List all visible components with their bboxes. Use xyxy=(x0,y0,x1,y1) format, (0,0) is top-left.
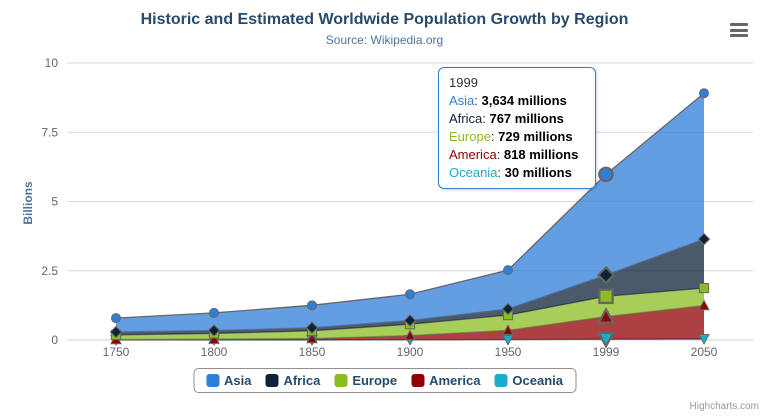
marker-europe-2050[interactable] xyxy=(698,282,710,294)
marker-asia-1950[interactable] xyxy=(503,265,513,276)
marker-asia-2050[interactable] xyxy=(699,88,709,99)
marker-america-1800[interactable] xyxy=(208,333,220,344)
tooltip-row-africa: Africa: 767 millions xyxy=(449,111,564,126)
marker-america-1900[interactable] xyxy=(404,329,416,341)
marker-oceania-2050[interactable] xyxy=(698,333,710,345)
marker-europe-1999[interactable] xyxy=(598,288,614,305)
yaxis-label: 2.5 xyxy=(41,264,58,278)
xaxis-label: 1999 xyxy=(593,345,620,359)
legend-item-europe[interactable]: Europe xyxy=(334,373,397,388)
xaxis-label: 1850 xyxy=(299,345,326,359)
area-america[interactable] xyxy=(116,305,704,340)
legend-swatch-icon xyxy=(205,374,219,387)
marker-america-2050[interactable] xyxy=(698,299,710,311)
marker-africa-1900[interactable] xyxy=(403,314,417,327)
chart-context-menu-icon[interactable] xyxy=(728,21,750,39)
marker-asia-1900[interactable] xyxy=(405,289,415,300)
area-asia[interactable] xyxy=(116,93,704,332)
marker-africa-1999[interactable] xyxy=(596,265,616,285)
legend-swatch-icon xyxy=(334,374,348,387)
marker-asia-1750[interactable] xyxy=(111,313,121,324)
chart-subtitle: Source: Wikipedia.org xyxy=(325,33,444,47)
legend-swatch-icon xyxy=(411,374,425,387)
xaxis-label: 1750 xyxy=(103,345,130,359)
legend-label: Africa xyxy=(283,373,321,388)
legend-label: Asia xyxy=(223,373,252,388)
xaxis-label: 2050 xyxy=(691,345,718,359)
marker-africa-1750[interactable] xyxy=(109,325,123,339)
yaxis-label: 10 xyxy=(45,56,59,70)
legend-label: America xyxy=(429,373,481,388)
legend-item-asia[interactable]: Asia xyxy=(205,373,252,388)
area-africa[interactable] xyxy=(116,239,704,335)
highcharts-credits-link[interactable]: Highcharts.com xyxy=(689,401,759,412)
marker-asia-1800[interactable] xyxy=(209,307,219,318)
xaxis-label: 1950 xyxy=(495,345,522,359)
xaxis-label: 1800 xyxy=(201,345,228,359)
legend-swatch-icon xyxy=(494,374,508,387)
yaxis-label: 5 xyxy=(51,195,58,209)
marker-africa-1850[interactable] xyxy=(305,321,319,334)
marker-africa-1800[interactable] xyxy=(207,324,221,337)
tooltip-row-europe: Europe: 729 millions xyxy=(449,129,573,144)
legend-label: Oceania xyxy=(512,373,564,388)
marker-oceania-1950[interactable] xyxy=(502,334,514,346)
tooltip-header: 1999 xyxy=(449,75,478,90)
legend-item-oceania[interactable]: Oceania xyxy=(494,373,563,388)
legend-item-africa[interactable]: Africa xyxy=(265,373,320,388)
legend-swatch-icon xyxy=(265,374,279,387)
marker-asia-1999[interactable] xyxy=(598,166,614,183)
yaxis-label: 0 xyxy=(51,333,58,347)
legend-label: Europe xyxy=(352,373,398,388)
tooltip-row-asia: Asia: 3,634 millions xyxy=(449,93,567,108)
marker-america-1850[interactable] xyxy=(306,332,318,344)
legend-item-america[interactable]: America xyxy=(411,373,480,388)
tooltip: 1999 Asia: 3,634 millions Africa: 767 mil… xyxy=(438,67,596,189)
marker-america-1999[interactable] xyxy=(596,306,616,324)
tooltip-row-oceania: Oceania: 30 millions xyxy=(449,165,572,180)
legend: Asia Africa Europe America Oceania xyxy=(192,368,577,393)
marker-oceania-1999[interactable] xyxy=(596,331,616,349)
marker-africa-1950[interactable] xyxy=(501,302,515,316)
tooltip-row-america: America: 818 millions xyxy=(449,147,579,162)
marker-america-1950[interactable] xyxy=(502,324,514,335)
chart-title: Historic and Estimated Worldwide Populat… xyxy=(140,11,629,28)
marker-africa-2050[interactable] xyxy=(697,232,711,246)
yaxis-label: 7.5 xyxy=(41,125,58,139)
marker-asia-1850[interactable] xyxy=(307,300,317,311)
xaxis-label: 1900 xyxy=(397,345,424,359)
